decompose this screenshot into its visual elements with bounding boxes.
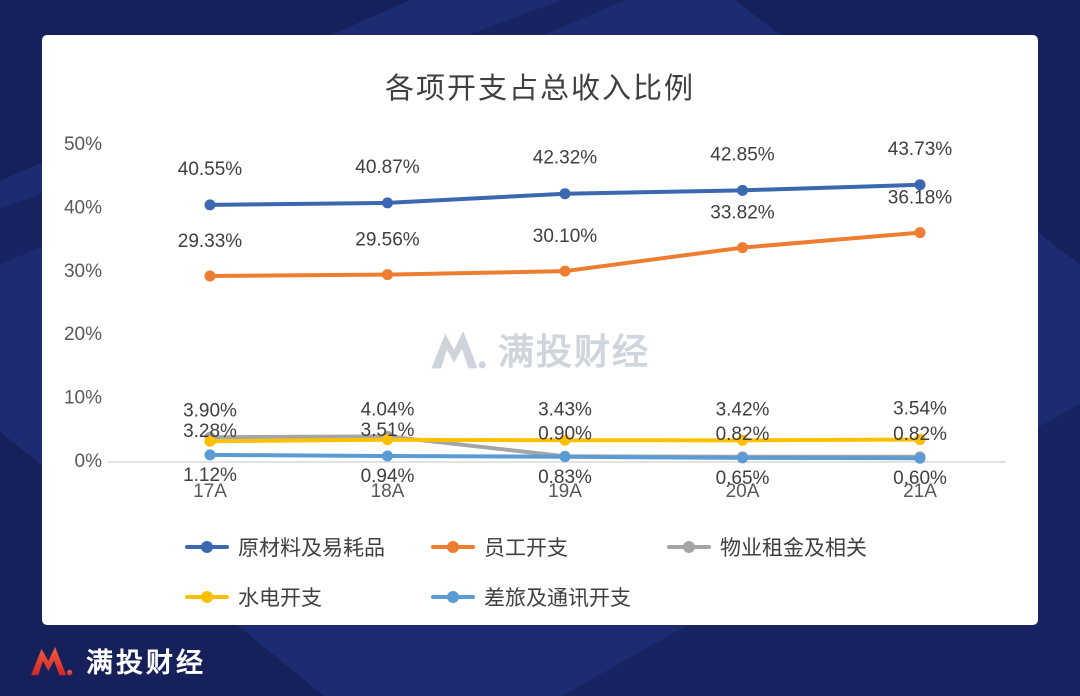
data-label: 0.94% bbox=[361, 466, 415, 487]
line-chart: 50% 40% 30% 20% 10% 0% 17A 18A 19A 20A 21A 40.55% 40… bbox=[64, 134, 1006, 502]
data-point bbox=[559, 188, 571, 200]
footer-brand: 满投财经 bbox=[30, 641, 206, 680]
legend-label: 差旅及通讯开支 bbox=[484, 587, 631, 610]
data-point bbox=[204, 199, 216, 211]
data-label: 33.82% bbox=[710, 203, 775, 224]
data-label: 0.82% bbox=[716, 424, 770, 445]
y-tick-label: 40% bbox=[64, 197, 102, 218]
data-point bbox=[204, 449, 216, 461]
data-label: 30.10% bbox=[533, 226, 598, 247]
data-point bbox=[382, 269, 393, 281]
data-point bbox=[382, 434, 393, 446]
data-point bbox=[204, 270, 216, 282]
data-point bbox=[914, 227, 926, 239]
data-label: 0.90% bbox=[538, 423, 592, 444]
data-point bbox=[914, 452, 926, 464]
data-label: 3.90% bbox=[183, 400, 237, 421]
data-label: 29.33% bbox=[178, 231, 243, 252]
data-point bbox=[382, 197, 393, 209]
footer-brand-m-icon bbox=[31, 646, 73, 676]
data-label: 3.54% bbox=[893, 399, 947, 420]
data-label: 29.56% bbox=[355, 230, 420, 251]
data-point bbox=[559, 434, 571, 446]
data-label: 42.32% bbox=[533, 148, 598, 169]
legend-item-1: 员工开支 bbox=[431, 532, 667, 562]
x-tick-label: 20A bbox=[726, 481, 760, 502]
data-label: 0.60% bbox=[893, 468, 947, 489]
data-label: 40.55% bbox=[178, 159, 243, 180]
legend-marker-icon bbox=[667, 541, 711, 553]
legend-item-4: 差旅及通讯开支 bbox=[431, 582, 667, 612]
data-label: 0.83% bbox=[538, 467, 592, 488]
y-tick-label: 10% bbox=[64, 388, 102, 409]
data-point bbox=[914, 434, 926, 446]
data-label: 3.42% bbox=[716, 399, 770, 420]
data-label: 42.85% bbox=[710, 144, 775, 165]
x-tick-label: 18A bbox=[371, 481, 405, 502]
data-point bbox=[737, 452, 748, 464]
footer-brand-text: 满投财经 bbox=[86, 648, 206, 678]
data-label: 40.87% bbox=[355, 157, 420, 178]
data-point bbox=[914, 179, 926, 191]
y-tick-label: 0% bbox=[75, 451, 103, 472]
legend-marker-icon bbox=[185, 591, 229, 603]
legend-marker-icon bbox=[185, 541, 229, 553]
data-label: 1.12% bbox=[183, 465, 237, 486]
chart-legend: 原材料及易耗品 员工开支 物业租金及相关水电开支 差旅及通讯开支 bbox=[42, 532, 1038, 612]
legend-label: 物业租金及相关 bbox=[720, 537, 867, 560]
x-tick-label: 17A bbox=[193, 481, 227, 502]
data-point bbox=[204, 435, 216, 447]
legend-item-2: 物业租金及相关 bbox=[667, 532, 1038, 562]
data-label: 0.82% bbox=[893, 424, 947, 445]
data-point bbox=[559, 265, 571, 277]
legend-item-0: 原材料及易耗品 bbox=[185, 532, 431, 562]
x-tick-label: 19A bbox=[548, 481, 582, 502]
legend-marker-icon bbox=[431, 541, 475, 553]
legend-marker-icon bbox=[431, 591, 475, 603]
data-label: 0.65% bbox=[716, 468, 770, 489]
data-point bbox=[737, 242, 748, 254]
data-label: 4.04% bbox=[361, 399, 415, 420]
y-tick-label: 20% bbox=[64, 324, 102, 345]
legend-label: 水电开支 bbox=[238, 587, 322, 610]
chart-title: 各项开支占总收入比例 bbox=[384, 73, 695, 105]
x-tick-label: 21A bbox=[903, 481, 937, 502]
data-label: 3.28% bbox=[183, 421, 237, 442]
chart-card: 各项开支占总收入比例 满投财经 50% 40% 30% 20% 10% 0% 17A 18A 1… bbox=[42, 35, 1038, 625]
y-tick-label: 50% bbox=[64, 134, 102, 155]
legend-item-3: 水电开支 bbox=[185, 582, 431, 612]
legend-label: 员工开支 bbox=[484, 537, 568, 560]
data-label: 3.43% bbox=[538, 399, 592, 420]
data-label: 43.73% bbox=[888, 139, 953, 160]
legend-label: 原材料及易耗品 bbox=[238, 537, 385, 560]
data-point bbox=[559, 451, 571, 463]
data-point bbox=[737, 184, 748, 196]
data-label: 36.18% bbox=[888, 188, 953, 209]
data-point bbox=[737, 434, 748, 446]
y-tick-label: 30% bbox=[64, 261, 102, 282]
data-label: 3.51% bbox=[361, 420, 415, 441]
data-point bbox=[382, 450, 393, 462]
